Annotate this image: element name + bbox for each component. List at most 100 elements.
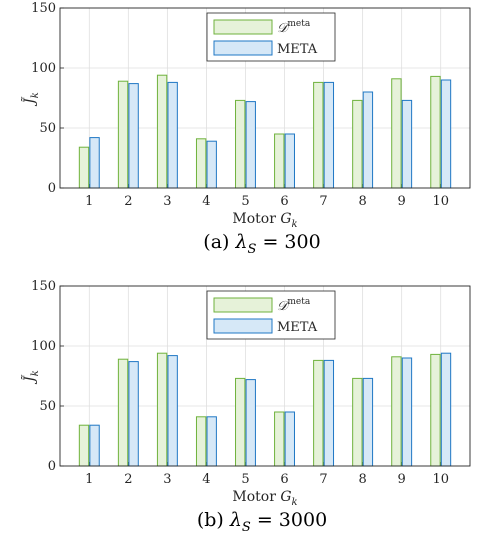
bar-series-1 <box>313 359 324 467</box>
x-axis-label-word: Motor <box>232 489 280 505</box>
bar-series-1 <box>195 138 207 189</box>
x-tick-label: 6 <box>280 472 288 487</box>
bar-series-2 <box>401 99 413 189</box>
bar-series-1 <box>430 353 441 467</box>
y-tick-label: 50 <box>39 121 56 136</box>
caption-equation: = 300 <box>256 231 320 253</box>
bar-series-1 <box>430 75 441 189</box>
y-tick-label: 150 <box>31 279 56 294</box>
x-tick-label: 4 <box>202 472 210 487</box>
legend-swatch-series-1 <box>213 19 273 35</box>
bar-series-2 <box>440 79 452 189</box>
panel-caption: (b) λS = 3000 <box>197 509 327 535</box>
bar-series-1 <box>274 133 285 189</box>
legend-label-name: META <box>277 42 318 57</box>
bar-series-1 <box>391 78 402 189</box>
x-tick-label: 3 <box>163 472 171 487</box>
x-axis-label-subscript: k <box>292 219 298 230</box>
y-axis-label-subscript: k <box>30 370 41 376</box>
x-tick-label: 7 <box>319 194 327 209</box>
bar-series-1 <box>156 74 168 189</box>
y-axis-label-variable: J̃ <box>20 375 38 385</box>
axes-frame <box>59 285 471 467</box>
legend-label-series-2: META <box>277 320 318 335</box>
bar-series-2 <box>401 357 413 467</box>
legend-label-series-1: 𝒟meta <box>277 297 311 314</box>
bar-series-2 <box>245 379 256 467</box>
bar-series-2 <box>440 352 452 467</box>
x-tick-label: 7 <box>319 472 327 487</box>
bar-series-2 <box>128 83 139 189</box>
legend-label-superscript: meta <box>287 19 310 29</box>
panel-caption: (a) λS = 300 <box>203 231 320 257</box>
bar-series-1 <box>156 352 168 467</box>
x-axis-label: Motor Gk <box>232 489 297 508</box>
bar-series-1 <box>235 99 246 189</box>
x-axis-label-word: Motor <box>232 211 280 227</box>
bar-series-2 <box>206 140 217 189</box>
legend-swatch-series-2 <box>213 318 273 334</box>
bar-series-1 <box>78 424 90 467</box>
x-tick-label: 5 <box>241 472 249 487</box>
x-tick-label: 5 <box>241 194 249 209</box>
x-tick-label: 8 <box>358 472 366 487</box>
legend-swatch-series-1 <box>213 297 273 313</box>
x-tick-label: 9 <box>398 194 406 209</box>
bar-series-2 <box>284 133 295 189</box>
y-axis-label-variable: J̃ <box>20 97 38 107</box>
y-tick-label: 0 <box>48 459 56 474</box>
x-axis-label-subscript: k <box>292 497 298 508</box>
bar-series-2 <box>167 81 178 189</box>
x-tick-label: 1 <box>85 472 93 487</box>
bar-series-1 <box>352 377 363 467</box>
x-tick-label: 4 <box>202 194 210 209</box>
x-tick-label: 2 <box>124 472 132 487</box>
legend-label-series-2: META <box>277 42 318 57</box>
x-tick-label: 1 <box>85 194 93 209</box>
y-axis-label-subscript: k <box>30 92 41 98</box>
bar-series-2 <box>206 416 217 467</box>
legend-label-name: 𝒟 <box>277 21 290 36</box>
x-tick-label: 10 <box>432 472 449 487</box>
x-tick-label: 10 <box>432 194 449 209</box>
x-axis-label-variable: G <box>280 489 291 505</box>
bar-series-1 <box>274 411 285 467</box>
y-tick-label: 100 <box>31 61 56 76</box>
bar-series-2 <box>362 91 374 189</box>
y-axis-label: J̃k <box>20 370 41 385</box>
legend-label-name: 𝒟 <box>277 299 290 314</box>
bar-series-1 <box>391 356 402 467</box>
legend-swatch-series-2 <box>213 40 273 56</box>
bar-series-2 <box>284 411 295 467</box>
bar-series-2 <box>245 101 256 189</box>
y-axis-label: J̃k <box>20 92 41 107</box>
x-tick-label: 6 <box>280 194 288 209</box>
caption-variable: λ <box>234 231 247 253</box>
bar-series-2 <box>167 355 178 467</box>
bar-series-2 <box>323 81 335 189</box>
caption-subscript: S <box>242 520 251 535</box>
bar-series-1 <box>78 146 90 189</box>
caption-prefix: (b) <box>197 509 230 531</box>
bar-series-2 <box>362 377 374 467</box>
x-tick-label: 3 <box>163 194 171 209</box>
caption-variable: λ <box>229 509 242 531</box>
legend-label-name: META <box>277 320 318 335</box>
x-tick-label: 9 <box>398 472 406 487</box>
bar-series-2 <box>128 361 139 467</box>
legend-label-superscript: meta <box>287 297 310 307</box>
x-tick-label: 8 <box>358 194 366 209</box>
bar-series-2 <box>89 424 100 467</box>
caption-equation: = 3000 <box>251 509 327 531</box>
bar-series-1 <box>235 377 246 467</box>
bar-series-1 <box>352 99 363 189</box>
bar-series-2 <box>89 137 100 189</box>
bar-series-1 <box>117 80 129 189</box>
axes-frame <box>59 7 471 189</box>
x-tick-label: 2 <box>124 194 132 209</box>
caption-prefix: (a) <box>203 231 235 253</box>
x-axis-label-variable: G <box>280 211 291 227</box>
